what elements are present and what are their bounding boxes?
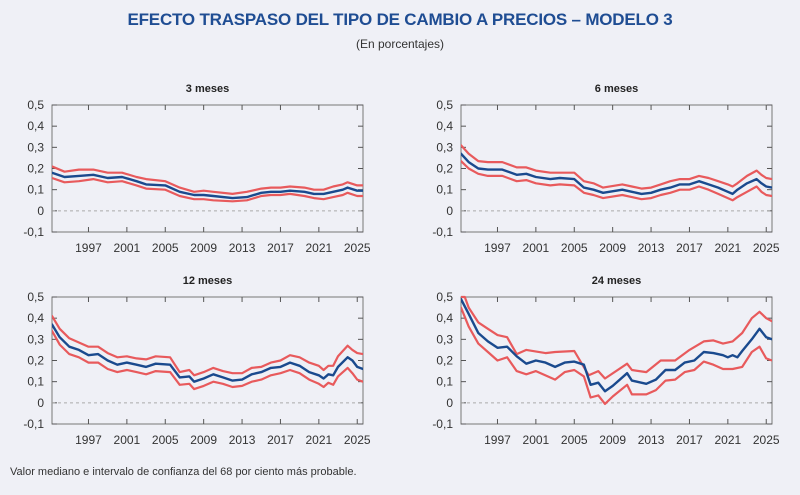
y-tick-label: 0,4 <box>436 311 453 325</box>
y-tick-label: -0,1 <box>432 225 453 239</box>
upper-band-line <box>461 295 772 380</box>
chart-subtitle: (En porcentajes) <box>355 37 445 51</box>
plot-frame <box>460 296 773 425</box>
x-tick-label: 2013 <box>638 241 665 255</box>
lower-band-line <box>52 176 363 203</box>
y-tick-label: 0,3 <box>436 140 453 154</box>
y-tick-label: 0,4 <box>27 311 44 325</box>
panel-2: 6 meses -0,1 0 0,1 0,2 0,3 0,4 0,5 1997 2001 2005 2… <box>432 83 780 255</box>
x-tick-label: 2017 <box>267 433 294 447</box>
panel-1: 3 meses -0,1 0 0,1 0,2 0,3 0,4 0,5 1997 2001 2005 2… <box>23 83 371 255</box>
y-tick-label: 0,3 <box>27 332 44 346</box>
panel-4: 24 meses -0,1 0 0,1 0,2 0,3 0,4 0,5 1997 2001 2005… <box>432 275 780 447</box>
upper-band-line <box>461 144 772 190</box>
x-tick-label: 2021 <box>714 433 741 447</box>
lower-band-line <box>461 160 772 202</box>
lower-band-line <box>461 306 772 405</box>
y-tick-label: 0 <box>446 396 453 410</box>
x-tick-label: 2009 <box>599 433 626 447</box>
x-tick-label: 2005 <box>561 433 588 447</box>
plot-frame <box>460 104 773 233</box>
y-tick-label: 0,3 <box>27 140 44 154</box>
y-tick-label: 0 <box>37 204 44 218</box>
plot-frame <box>51 104 364 233</box>
x-tick-label: 2009 <box>599 241 626 255</box>
x-tick-label: 2009 <box>190 241 217 255</box>
x-tick-label: 2021 <box>305 433 332 447</box>
x-tick-label: 1997 <box>75 433 102 447</box>
y-tick-label: 0,4 <box>436 119 453 133</box>
x-tick-label: 2017 <box>267 241 294 255</box>
y-tick-label: 0,1 <box>436 375 453 389</box>
y-tick-label: 0,3 <box>436 332 453 346</box>
y-tick-label: 0,4 <box>27 119 44 133</box>
plot-frame <box>51 296 364 425</box>
x-tick-label: 2025 <box>753 433 780 447</box>
y-tick-label: 0,1 <box>27 375 44 389</box>
median-line <box>461 152 772 196</box>
x-tick-label: 2001 <box>523 433 550 447</box>
x-tick-label: 2009 <box>190 433 217 447</box>
y-tick-label: 0,2 <box>436 162 453 176</box>
x-tick-label: 2005 <box>152 241 179 255</box>
x-tick-label: 2025 <box>344 433 371 447</box>
y-tick-label: 0,5 <box>436 290 453 304</box>
x-tick-label: 2005 <box>152 433 179 447</box>
x-tick-label: 2013 <box>638 433 665 447</box>
x-tick-label: 2017 <box>676 241 703 255</box>
y-tick-label: 0,1 <box>436 183 453 197</box>
x-tick-label: 2021 <box>714 241 741 255</box>
y-tick-label: -0,1 <box>432 417 453 431</box>
panel-title: 12 meses <box>183 275 233 287</box>
y-tick-label: 0,5 <box>436 98 453 112</box>
panel-3: 12 meses -0,1 0 0,1 0,2 0,3 0,4 0,5 1997 2001 2005… <box>23 275 371 447</box>
footnote: Valor mediano e intervalo de confianza d… <box>10 466 357 478</box>
y-tick-label: 0,5 <box>27 98 44 112</box>
y-tick-label: -0,1 <box>23 225 44 239</box>
x-tick-label: 2017 <box>676 433 703 447</box>
x-tick-label: 2021 <box>305 241 332 255</box>
upper-band-line <box>52 165 363 195</box>
y-tick-label: 0,5 <box>27 290 44 304</box>
x-tick-label: 2025 <box>753 241 780 255</box>
x-tick-label: 1997 <box>75 241 102 255</box>
x-tick-label: 2013 <box>229 241 256 255</box>
x-tick-label: 2025 <box>344 241 371 255</box>
x-tick-label: 2005 <box>561 241 588 255</box>
lower-band-line <box>52 329 363 391</box>
median-line <box>52 323 363 383</box>
x-tick-label: 2001 <box>114 241 141 255</box>
y-tick-label: 0 <box>446 204 453 218</box>
x-tick-label: 1997 <box>484 241 511 255</box>
x-tick-label: 1997 <box>484 433 511 447</box>
panel-title: 24 meses <box>592 275 642 287</box>
y-tick-label: 0,2 <box>27 354 44 368</box>
panel-title: 3 meses <box>186 83 229 95</box>
y-tick-label: 0,2 <box>27 162 44 176</box>
chart-title: EFECTO TRASPASO DEL TIPO DE CAMBIO A PRE… <box>127 10 673 29</box>
x-tick-label: 2013 <box>229 433 256 447</box>
y-tick-label: 0 <box>37 396 44 410</box>
x-tick-label: 2001 <box>114 433 141 447</box>
upper-band-line <box>52 314 363 377</box>
panel-title: 6 meses <box>595 83 638 95</box>
median-line <box>52 171 363 200</box>
y-tick-label: -0,1 <box>23 417 44 431</box>
median-line <box>461 297 772 393</box>
x-tick-label: 2001 <box>523 241 550 255</box>
y-tick-label: 0,1 <box>27 183 44 197</box>
y-tick-label: 0,2 <box>436 354 453 368</box>
